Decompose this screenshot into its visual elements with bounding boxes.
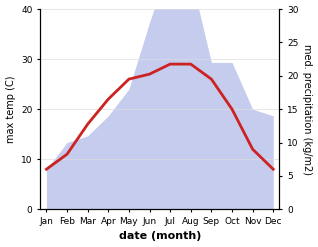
Y-axis label: max temp (C): max temp (C) [5,75,16,143]
X-axis label: date (month): date (month) [119,231,201,242]
Y-axis label: med. precipitation (kg/m2): med. precipitation (kg/m2) [302,44,313,175]
